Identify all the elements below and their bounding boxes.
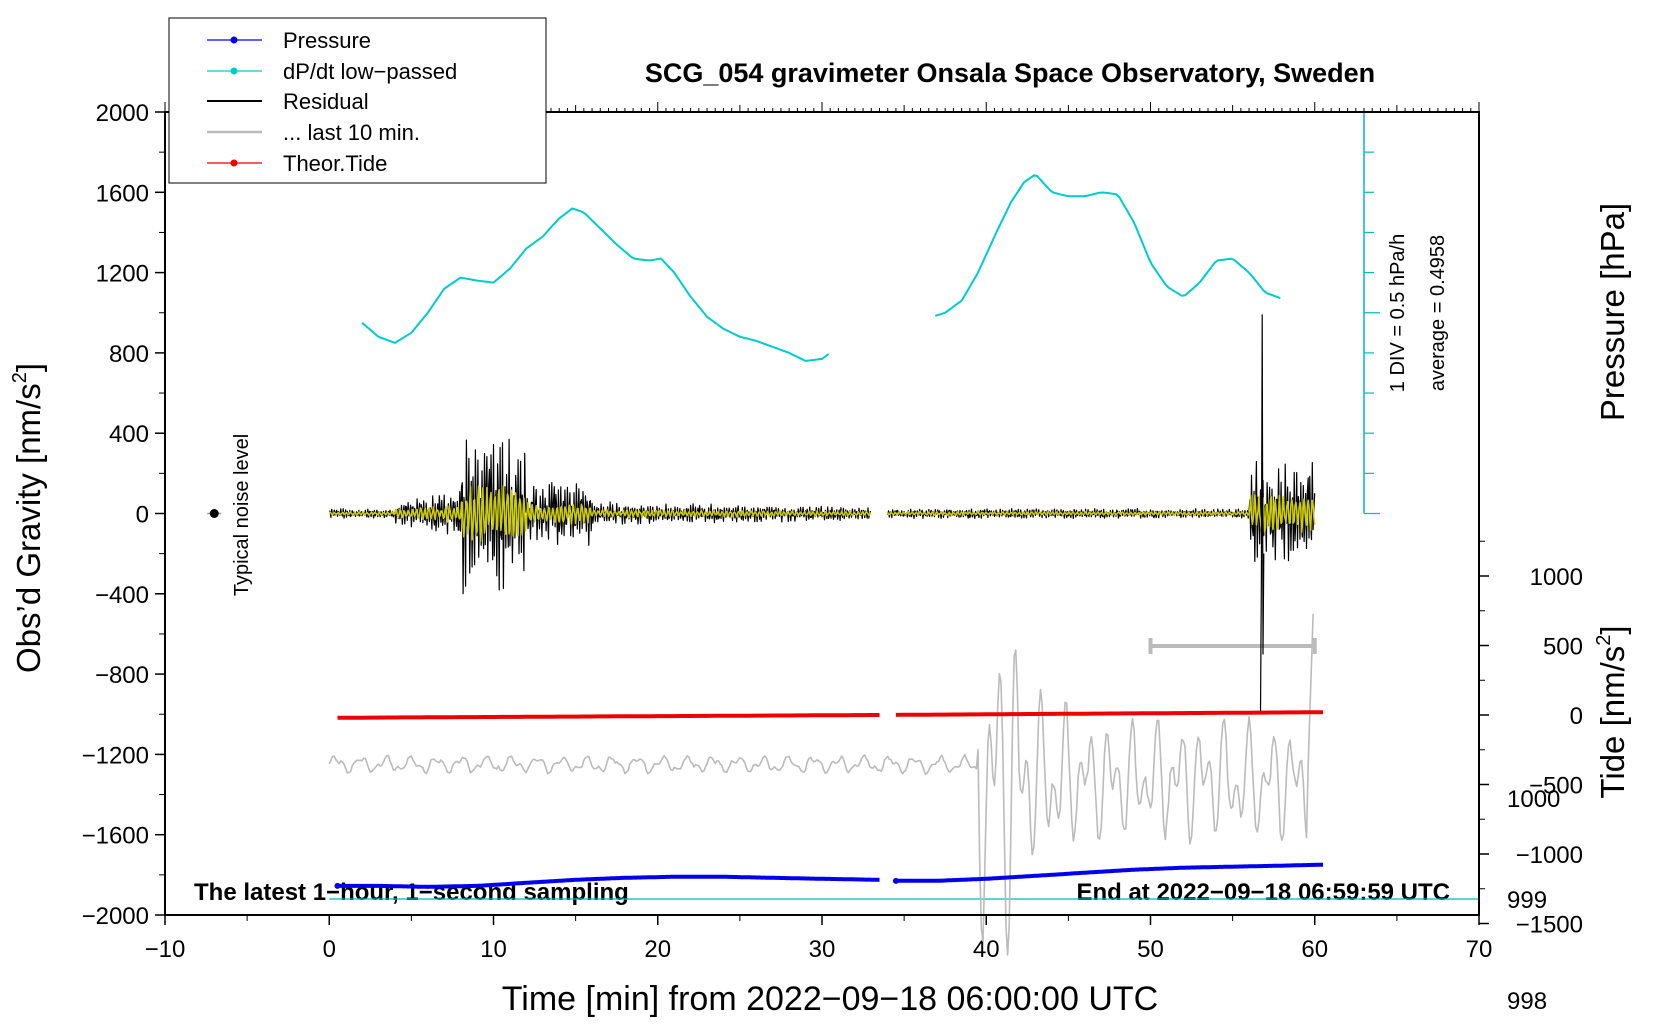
tide-line (895, 710, 1324, 717)
last10-line (328, 613, 1314, 956)
legend-marker-dpdt (230, 67, 238, 75)
x-tick-label: 60 (1301, 936, 1328, 963)
tide-tick-label: −500 (1529, 773, 1583, 800)
legend: Pressure dP/dt low−passed Residual ... l… (168, 17, 547, 184)
pressure-point (892, 877, 899, 884)
legend-entry-residual: Residual (207, 89, 369, 114)
dpdt-line (361, 207, 830, 362)
legend-label-last10: ... last 10 min. (283, 120, 420, 145)
residual-spike (1259, 314, 1265, 715)
legend-entry-pressure: Pressure (207, 28, 371, 53)
y-tick-label: −800 (95, 662, 149, 689)
y-axis-label-left: Obs’d Gravity [nm/s2] (9, 363, 47, 673)
y-axis-label-pressure: Pressure [hPa] (1594, 203, 1631, 421)
y-axis-label-tide: Tide [nm/s2] (1593, 625, 1631, 798)
noise-point (209, 509, 219, 518)
pressure-tick-label: 998 (1507, 988, 1547, 1015)
tide-tick-label: 1000 (1530, 564, 1583, 591)
legend-entry-last10: ... last 10 min. (207, 120, 420, 145)
y-tick-label: −1600 (82, 823, 149, 850)
legend-entry-dpdt: dP/dt low−passed (207, 59, 457, 84)
noise-level-label: Typical noise level (231, 434, 253, 596)
residual-lowpass-line (886, 494, 1316, 534)
x-tick-label: 0 (323, 936, 336, 963)
legend-entry-tide: Theor.Tide (207, 151, 387, 176)
annotation-bottom-right: End at 2022−09−18 06:59:59 UTC (1076, 879, 1450, 906)
y-tick-label: 2000 (96, 100, 149, 127)
x-tick-label: 40 (973, 936, 1000, 963)
legend-label-dpdt: dP/dt low−passed (283, 59, 457, 84)
x-tick-label: 10 (480, 936, 507, 963)
legend-label-pressure: Pressure (283, 28, 371, 53)
tide-tick-label: 500 (1543, 634, 1583, 661)
tide-tick-label: −1000 (1516, 842, 1583, 869)
div-scale-label: 1 DIV = 0.5 hPa/h (1387, 234, 1409, 392)
x-tick-label: 20 (644, 936, 671, 963)
y-tick-label: −2000 (82, 903, 149, 930)
y-tick-label: 400 (109, 421, 149, 448)
annotation-bottom-left: The latest 1−hour, 1−second sampling (194, 879, 629, 906)
average-label: average = 0.4958 (1427, 235, 1449, 391)
pressure-tick-label: 1000 (1507, 786, 1560, 813)
data-series (207, 111, 1479, 956)
tide-tick-label: 0 (1570, 703, 1583, 730)
legend-marker-tide (230, 159, 238, 167)
y-tick-label: 1600 (96, 180, 149, 207)
pressure-point (334, 882, 341, 889)
y-tick-label: 1200 (96, 261, 149, 288)
residual-lowpass-line (329, 484, 872, 543)
x-tick-label: 50 (1137, 936, 1164, 963)
dpdt-line (935, 174, 1281, 317)
legend-label-tide: Theor.Tide (283, 151, 387, 176)
tide-tick-label: −1500 (1516, 912, 1583, 939)
plot-frame (164, 111, 1480, 916)
pressure-line (337, 874, 880, 889)
x-tick-label: 30 (809, 936, 836, 963)
residual-line (887, 460, 1316, 563)
x-axis-label: Time [min] from 2022−09−18 06:00:00 UTC (502, 980, 1158, 1018)
x-tick-label: −10 (145, 936, 186, 963)
y-tick-label: −1200 (82, 742, 149, 769)
legend-label-residual: Residual (283, 89, 369, 114)
chart-title: SCG_054 gravimeter Onsala Space Observat… (645, 58, 1375, 88)
y-tick-label: 800 (109, 341, 149, 368)
legend-marker-pressure (230, 36, 238, 44)
x-tick-label: 70 (1466, 936, 1493, 963)
pressure-tick-label: 999 (1507, 887, 1547, 914)
tide-line (337, 713, 880, 720)
y-tick-label: 0 (136, 502, 149, 529)
pressure-line (895, 862, 1324, 883)
y-tick-label: −400 (95, 582, 149, 609)
